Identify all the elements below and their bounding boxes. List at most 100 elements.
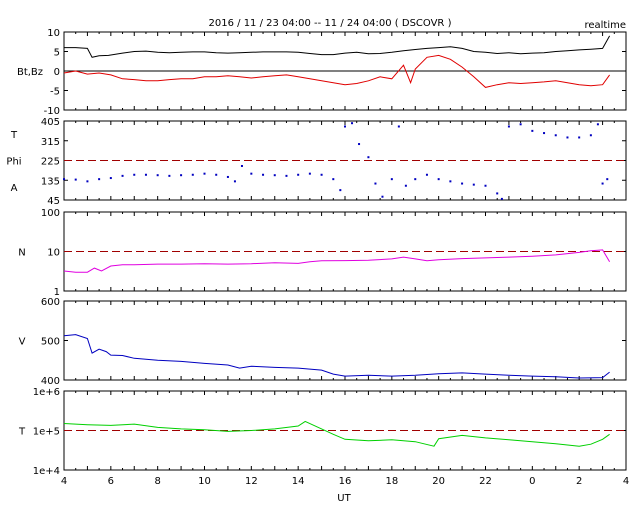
data-point [191, 173, 194, 176]
data-point [240, 164, 243, 167]
x-tick-label: 22 [479, 476, 492, 487]
data-point [262, 173, 265, 176]
data-point [74, 178, 77, 181]
y-tick-label: 600 [41, 297, 60, 308]
series-line-0 [63, 334, 610, 379]
x-axis-label: UT [337, 493, 351, 504]
series-line-0 [64, 35, 611, 58]
x-tick-label: 4 [61, 476, 67, 487]
y-tick-label: 5 [54, 48, 60, 59]
data-point [226, 175, 229, 178]
data-point [86, 180, 89, 183]
data-point [554, 134, 557, 137]
y-tick-label: 500 [41, 337, 60, 348]
panel-magnetic-field: 10 5 0 -5 -10 Bt,Bz [17, 28, 627, 117]
x-tick-label: 2 [576, 476, 582, 487]
x-tick-label: 12 [245, 476, 258, 487]
data-point [589, 134, 592, 137]
y-axis-label: A [11, 183, 18, 194]
data-point [601, 182, 604, 185]
y-tick-label: 135 [41, 176, 60, 187]
y-tick-label: 10 [47, 28, 60, 39]
y-tick-label: 405 [41, 117, 60, 128]
data-point [404, 184, 407, 187]
data-point [472, 183, 475, 186]
data-point [156, 174, 159, 177]
data-point [180, 174, 183, 177]
y-tick-label: -5 [50, 87, 60, 98]
data-point [203, 172, 206, 175]
data-point [358, 143, 361, 146]
data-point [500, 197, 503, 200]
x-tick-label: 20 [432, 476, 445, 487]
y-tick-label: -10 [44, 106, 60, 117]
y-tick-label: 45 [47, 196, 60, 207]
data-point [367, 156, 370, 159]
data-point [381, 195, 384, 198]
data-point [606, 178, 609, 181]
data-point [507, 125, 510, 128]
panel-angles: 405 315 225 135 45 T Phi A [6, 117, 627, 207]
data-point [344, 125, 346, 128]
data-point [168, 174, 171, 177]
data-point [285, 174, 288, 177]
data-point [425, 173, 428, 176]
data-point [250, 172, 253, 175]
panel-temperature: 1e+6 1e+5 1e+4 T [18, 387, 627, 477]
y-axis-label: Bt,Bz [17, 67, 43, 78]
data-point [461, 182, 464, 185]
data-point [374, 182, 377, 185]
data-point [484, 184, 487, 187]
series-line-0 [63, 420, 610, 447]
data-point [273, 174, 276, 177]
data-point [566, 136, 569, 139]
x-tick-label: 0 [529, 476, 535, 487]
series-line-1 [63, 54, 611, 88]
data-point [397, 125, 400, 128]
panel-density: 100 10 1 N [18, 208, 627, 298]
data-point [144, 173, 147, 176]
x-tick-label: 8 [154, 476, 160, 487]
panel-frame [63, 300, 627, 381]
series-0 [63, 122, 609, 200]
panel-speed: 600 500 400 V [19, 297, 627, 387]
data-point [414, 178, 417, 181]
data-point [233, 180, 236, 183]
data-point [596, 123, 599, 126]
y-tick-label: 400 [41, 376, 60, 387]
y-axis-label: Phi [6, 157, 21, 168]
data-point [339, 189, 342, 192]
x-tick-label: 6 [108, 476, 114, 487]
y-tick-label: 225 [41, 157, 60, 168]
y-tick-label: 10 [47, 248, 60, 259]
y-axis-label: T [18, 427, 26, 438]
data-point [63, 178, 65, 181]
data-point [121, 174, 124, 177]
data-point [351, 122, 354, 125]
chart-title: 2016 / 11 / 23 04:00 -- 11 / 24 04:00 ( … [209, 18, 452, 29]
data-point [543, 132, 546, 135]
x-tick-label: 4 [623, 476, 629, 487]
y-tick-label: 100 [41, 208, 60, 219]
y-tick-label: 1 [54, 287, 60, 298]
data-point [109, 177, 112, 180]
data-point [496, 192, 499, 195]
data-point [531, 129, 534, 132]
data-point [332, 178, 335, 181]
y-axis-label: N [18, 248, 25, 259]
y-axis-label: V [19, 337, 26, 348]
y-tick-label: 1e+4 [33, 466, 60, 477]
series-line-0 [63, 249, 611, 273]
realtime-label: realtime [584, 20, 626, 31]
panels: 1050-5-10Bt,Bz40531522513545TPhiA100101N… [6, 28, 629, 487]
data-point [390, 178, 393, 181]
data-point [519, 123, 522, 126]
y-tick-label: 1e+5 [33, 427, 60, 438]
x-tick-label: 16 [339, 476, 352, 487]
x-tick-label: 10 [198, 476, 211, 487]
data-point [297, 173, 300, 176]
y-tick-label: 0 [54, 67, 60, 78]
x-tick-label: 18 [385, 476, 398, 487]
data-point [578, 136, 581, 139]
y-tick-label: 315 [41, 137, 60, 148]
